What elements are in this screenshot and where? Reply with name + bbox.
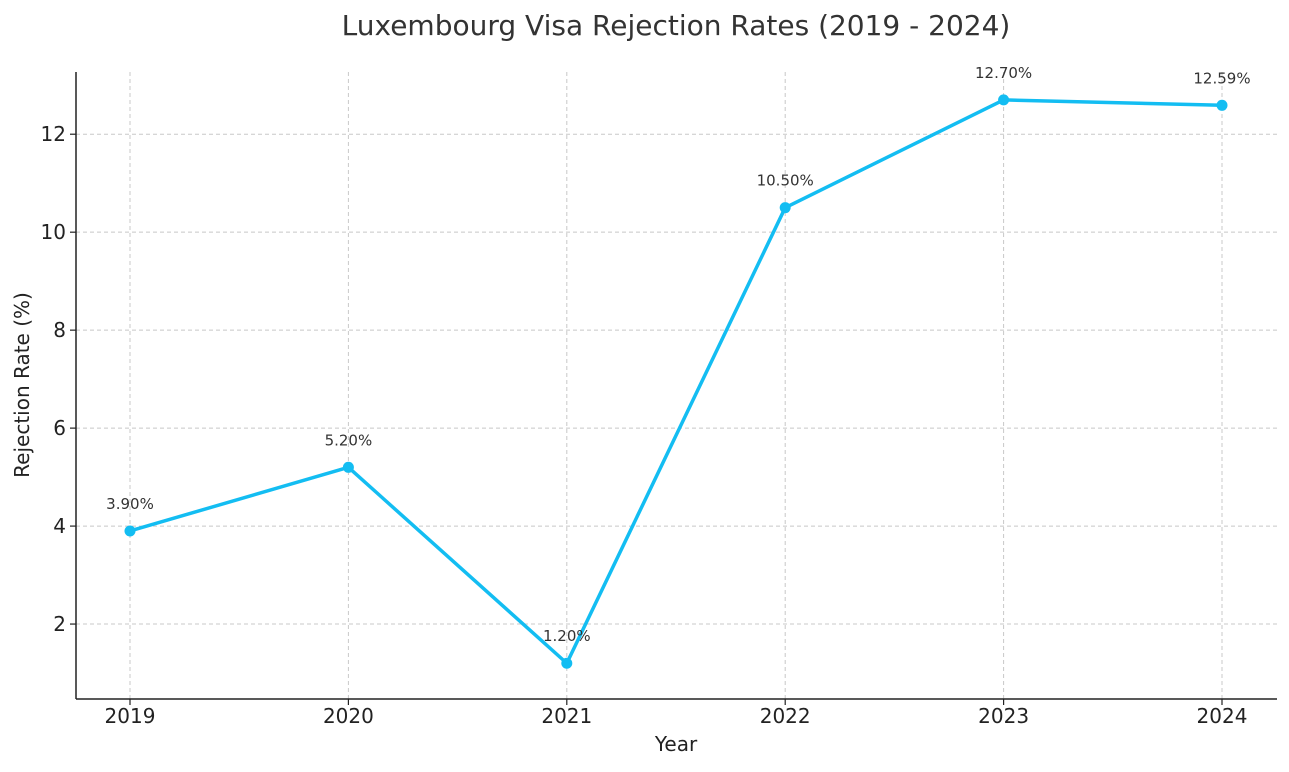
y-tick-label: 2 xyxy=(53,612,66,636)
y-tick-label: 6 xyxy=(53,416,66,440)
data-labels: 3.90% 5.20% 1.20% 10.50% 12.70% 12.59% xyxy=(106,64,1250,645)
series xyxy=(124,94,1228,669)
y-tick-label: 10 xyxy=(41,220,66,244)
data-point xyxy=(998,94,1010,106)
data-point xyxy=(1216,99,1228,111)
data-label: 5.20% xyxy=(325,431,373,449)
x-axis-title: Year xyxy=(654,732,698,756)
x-tick-label: 2019 xyxy=(105,704,156,728)
data-point xyxy=(779,202,791,214)
data-label: 1.20% xyxy=(543,627,591,645)
series-line xyxy=(128,98,1224,665)
y-tick-label: 12 xyxy=(41,122,66,146)
y-tick-label: 4 xyxy=(53,514,66,538)
x-tick-label: 2021 xyxy=(541,704,592,728)
data-label: 12.70% xyxy=(975,64,1032,82)
y-tick-label: 8 xyxy=(53,318,66,342)
axes xyxy=(75,72,1277,700)
x-tick-label: 2022 xyxy=(760,704,811,728)
y-axis-title: Rejection Rate (%) xyxy=(10,292,34,478)
data-label: 12.59% xyxy=(1193,69,1250,87)
data-point xyxy=(342,461,354,473)
data-point xyxy=(561,657,573,669)
x-tick-label: 2023 xyxy=(978,704,1029,728)
ticks: 2 4 6 8 10 12 2019 2020 2021 2022 2023 2024 xyxy=(41,122,1248,728)
chart-title: Luxembourg Visa Rejection Rates (2019 - … xyxy=(342,9,1011,42)
grid xyxy=(76,72,1277,699)
x-tick-label: 2020 xyxy=(323,704,374,728)
data-label: 10.50% xyxy=(757,172,814,190)
x-tick-label: 2024 xyxy=(1197,704,1248,728)
data-label: 3.90% xyxy=(106,495,154,513)
data-point xyxy=(124,525,136,537)
